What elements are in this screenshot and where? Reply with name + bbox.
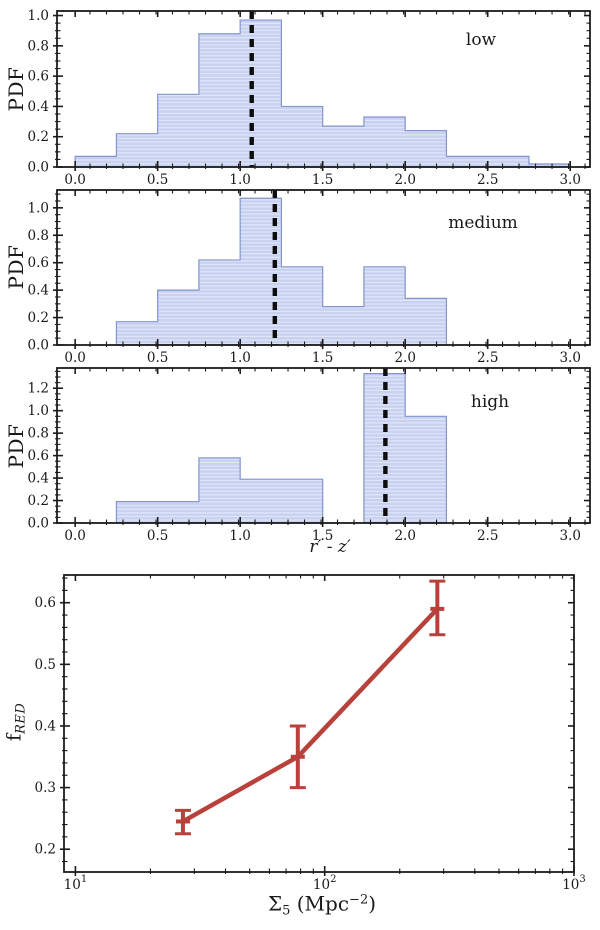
panel-label-high: high <box>470 392 510 412</box>
x-tick-label: 2.0 <box>394 350 415 366</box>
histogram-bars <box>74 19 571 168</box>
y-tick-label: 0.4 <box>28 283 49 299</box>
x-tick-label: 2.5 <box>477 172 498 188</box>
panel-medium: 0.0 0.5 1.0 1.5 2.0 2.5 3.0 0.0 0.2 0.4 0.6 0.8 1.0 <box>28 189 591 366</box>
series-line <box>181 607 439 824</box>
tick-labels: 0.0 0.5 1.0 1.5 2.0 2.5 3.0 0.0 0.2 0.4 0.6 0.8 1.0 1… <box>28 381 581 544</box>
y-tick-label: 1.0 <box>28 403 49 419</box>
x-tick-label: 2.0 <box>394 528 415 544</box>
xlabel-sigma5: Σ5 (Mpc−2) <box>268 892 376 919</box>
y-tick-label: 0.6 <box>28 448 49 464</box>
histogram-bars <box>115 197 448 346</box>
data-series <box>174 579 446 836</box>
histogram-shape <box>115 197 448 346</box>
x-tick-label: 1.5 <box>312 172 333 188</box>
xlabel-unit-close: ) <box>368 891 377 916</box>
panel-label-low: low <box>465 30 497 50</box>
plot-frame <box>56 367 591 524</box>
x-tick-label: 3.0 <box>559 172 580 188</box>
tick-labels: 0.0 0.5 1.0 1.5 2.0 2.5 3.0 0.0 0.2 0.4 0.6 0.8 1.0 <box>28 8 581 188</box>
x-tick-label: 2.5 <box>477 528 498 544</box>
y-tick-label: 1.0 <box>28 8 49 24</box>
x-tick-label: 1.5 <box>312 350 333 366</box>
y-tick-label: 0.4 <box>35 718 56 734</box>
error-bar <box>429 579 446 637</box>
axes <box>53 189 591 349</box>
y-tick-label: 0.6 <box>28 255 49 271</box>
y-tick-label: 0.4 <box>28 471 49 487</box>
x-tick-label: 103 <box>562 874 586 893</box>
error-bar <box>174 808 191 836</box>
x-tick-label: 2.5 <box>477 350 498 366</box>
xlabel-sigma-symbol: Σ <box>267 891 283 916</box>
y-tick-label: 1.2 <box>28 381 49 397</box>
x-tick-label: 0.5 <box>147 172 168 188</box>
panel-low: 0.0 0.5 1.0 1.5 2.0 2.5 3.0 0.0 0.2 0.4 0.6 0.8 1.0 <box>28 8 591 188</box>
axes <box>53 10 591 171</box>
y-tick-label: 0.4 <box>28 99 49 115</box>
x-tick-label: 2.0 <box>394 172 415 188</box>
x-tick-label: 1.0 <box>229 172 250 188</box>
panel-fred-sigma: 101 102 103 0.2 0.3 0.4 0.5 0.6 <box>35 574 586 893</box>
x-tick-label: 0.5 <box>147 528 168 544</box>
axes <box>53 367 591 527</box>
y-tick-label: 0.2 <box>28 129 49 145</box>
x-tick-label: 1.0 <box>229 350 250 366</box>
ylabel-fred-main: f <box>1 733 26 742</box>
y-tick-label: 0.5 <box>35 657 56 673</box>
ylabel-pdf-low: PDF <box>4 66 28 112</box>
y-tick-label: 0.6 <box>28 69 49 85</box>
y-tick-label: 0.2 <box>28 310 49 326</box>
y-tick-label: 0.0 <box>28 516 49 532</box>
x-tick-label: 3.0 <box>559 528 580 544</box>
tick-labels: 101 102 103 0.2 0.3 0.4 0.5 0.6 <box>35 595 586 893</box>
histogram-bars <box>115 373 448 524</box>
x-tick-label: 1.5 <box>312 528 333 544</box>
y-tick-label: 1.0 <box>28 200 49 216</box>
histogram-shape <box>363 373 448 524</box>
y-tick-label: 0.2 <box>35 842 56 858</box>
tick-labels: 0.0 0.5 1.0 1.5 2.0 2.5 3.0 0.0 0.2 0.4 0.6 0.8 1.0 <box>28 200 581 366</box>
xlabel-r-z: r′ - z′ <box>309 537 351 557</box>
histogram-shape <box>74 19 571 168</box>
ylabel-pdf-medium: PDF <box>4 244 28 290</box>
xlabel-sigma-subscript: 5 <box>282 903 291 919</box>
plot-frame <box>63 574 575 873</box>
y-tick-label: 0.3 <box>35 780 56 796</box>
x-tick-label: 0.0 <box>64 528 85 544</box>
plot-frame <box>56 10 591 168</box>
y-tick-label: 0.0 <box>28 160 49 176</box>
y-tick-label: 0.0 <box>28 338 49 354</box>
ylabel-fred: fRED <box>2 703 29 742</box>
y-tick-label: 0.6 <box>35 595 56 611</box>
x-tick-label: 0.0 <box>64 350 85 366</box>
axes <box>60 574 575 876</box>
histogram-shape <box>115 457 324 524</box>
ylabel-pdf-high: PDF <box>4 423 28 469</box>
y-tick-label: 0.8 <box>28 38 49 54</box>
x-tick-label: 3.0 <box>559 350 580 366</box>
x-tick-label: 102 <box>313 874 337 893</box>
x-tick-label: 1.0 <box>229 528 250 544</box>
panel-label-medium: medium <box>448 213 518 233</box>
xlabel-unit: (Mpc <box>290 891 350 916</box>
ylabel-fred-sub: RED <box>13 702 29 734</box>
xlabel-unit-exponent: −2 <box>349 892 369 908</box>
x-tick-label: 101 <box>64 874 88 893</box>
error-bar <box>289 724 306 790</box>
y-tick-label: 0.8 <box>28 228 49 244</box>
x-tick-label: 0.5 <box>147 350 168 366</box>
y-tick-label: 0.2 <box>28 493 49 509</box>
x-tick-label: 0.0 <box>64 172 85 188</box>
y-tick-label: 0.8 <box>28 426 49 442</box>
plot-frame <box>56 189 591 346</box>
panel-high: 0.0 0.5 1.0 1.5 2.0 2.5 3.0 0.0 0.2 0.4 0.6 0.8 1.0 1… <box>28 367 591 544</box>
